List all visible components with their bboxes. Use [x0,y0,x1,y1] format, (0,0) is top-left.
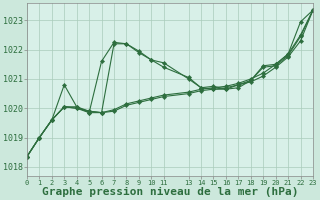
X-axis label: Graphe pression niveau de la mer (hPa): Graphe pression niveau de la mer (hPa) [42,187,298,197]
